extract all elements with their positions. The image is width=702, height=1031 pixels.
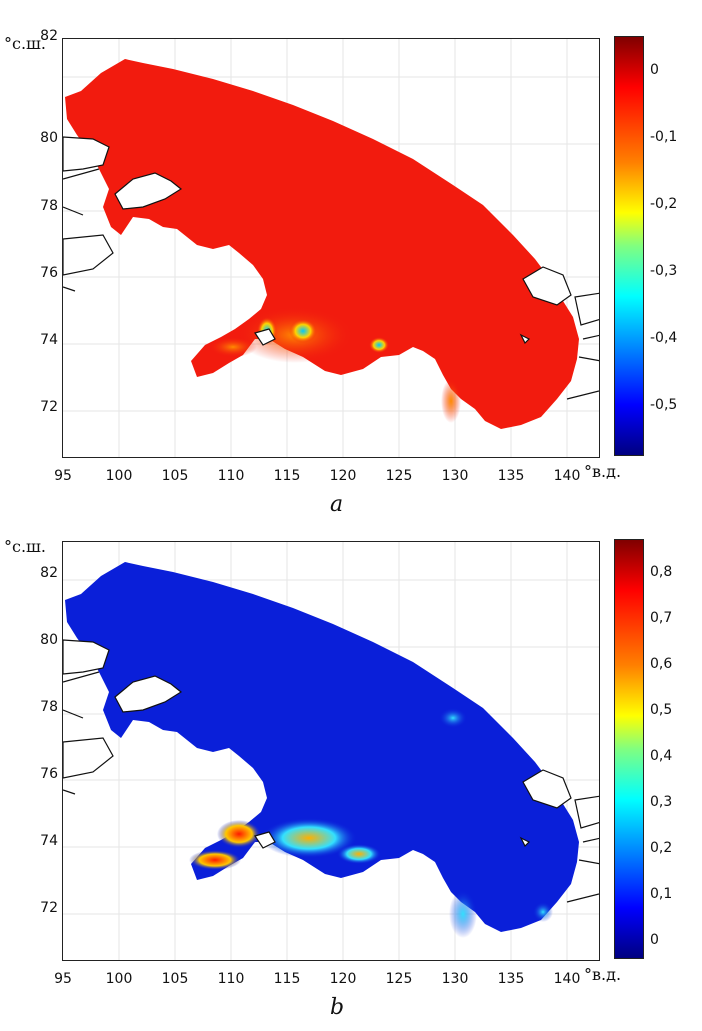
longitude-unit-label: °в.д. [584, 462, 622, 481]
map-frame [62, 541, 600, 961]
colorbar-tick: 0 [650, 62, 659, 78]
longitude-tick: 135 [497, 971, 525, 987]
longitude-tick: 105 [161, 468, 189, 484]
colorbar-tick: -0,3 [650, 263, 678, 279]
longitude-tick: 140 [553, 468, 581, 484]
longitude-tick: 115 [273, 468, 301, 484]
panel-caption: a [330, 492, 344, 517]
colorbar-tick: 0,5 [650, 702, 673, 718]
latitude-tick: 82 [40, 565, 58, 581]
colorbar-tick: 0,1 [650, 886, 673, 902]
colorbar [614, 539, 644, 959]
colorbar-tick: 0,4 [650, 748, 673, 764]
anomaly-zone [441, 379, 461, 423]
colorbar-tick: 0 [650, 932, 659, 948]
longitude-tick: 105 [161, 971, 189, 987]
longitude-tick: 125 [385, 971, 413, 987]
longitude-tick: 140 [553, 971, 581, 987]
anomaly-zone [289, 319, 317, 343]
colorbar-tick: -0,4 [650, 330, 678, 346]
coastline [63, 639, 599, 849]
colorbar-tick: 0,6 [650, 656, 673, 672]
latitude-tick: 78 [40, 198, 58, 214]
anomaly-zone [369, 337, 389, 353]
anomaly-zone [337, 844, 381, 864]
longitude-tick: 100 [105, 971, 133, 987]
anomaly-zone [449, 890, 477, 938]
colorbar-tick: -0,1 [650, 129, 678, 145]
longitude-tick: 135 [497, 468, 525, 484]
map-panel-b: °с.ш. [0, 503, 702, 1020]
latitude-tick: 82 [40, 28, 58, 44]
longitude-tick: 110 [217, 468, 245, 484]
colorbar-tick: -0,2 [650, 196, 678, 212]
latitude-tick: 76 [40, 265, 58, 281]
latitude-tick: 76 [40, 766, 58, 782]
anomaly-zone [189, 850, 241, 870]
longitude-tick: 120 [329, 971, 357, 987]
longitude-tick: 115 [273, 971, 301, 987]
colorbar-tick: 0,2 [650, 840, 673, 856]
longitude-tick: 130 [441, 971, 469, 987]
map-canvas [63, 542, 599, 960]
anomaly-zone [533, 902, 553, 922]
sea-field [65, 562, 579, 932]
latitude-tick: 74 [40, 833, 58, 849]
panel-caption: b [330, 995, 345, 1020]
latitude-unit-label: °с.ш. [4, 34, 47, 53]
anomaly-zone [217, 820, 261, 848]
latitude-tick: 80 [40, 632, 58, 648]
colorbar-tick: 0,8 [650, 564, 673, 580]
latitude-unit-label: °с.ш. [4, 537, 47, 556]
anomaly-zone [261, 818, 357, 858]
longitude-tick: 120 [329, 468, 357, 484]
colorbar-tick: 0,3 [650, 794, 673, 810]
longitude-tick: 95 [54, 971, 72, 987]
map-panel-a: °с.ш. [0, 0, 702, 517]
latitude-tick: 72 [40, 900, 58, 916]
longitude-unit-label: °в.д. [584, 965, 622, 984]
latitude-tick: 72 [40, 399, 58, 415]
colorbar-tick: -0,5 [650, 397, 678, 413]
anomaly-zone [209, 337, 257, 357]
colorbar [614, 36, 644, 456]
latitude-tick: 78 [40, 699, 58, 715]
coastline [63, 136, 599, 346]
longitude-tick: 110 [217, 971, 245, 987]
latitude-tick: 74 [40, 332, 58, 348]
anomaly-zone [439, 708, 467, 728]
longitude-tick: 100 [105, 468, 133, 484]
longitude-tick: 130 [441, 468, 469, 484]
colorbar-tick: 0,7 [650, 610, 673, 626]
longitude-tick: 125 [385, 468, 413, 484]
map-frame [62, 38, 600, 458]
sea-field [65, 59, 579, 429]
map-canvas [63, 39, 599, 457]
latitude-tick: 80 [40, 130, 58, 146]
longitude-tick: 95 [54, 468, 72, 484]
